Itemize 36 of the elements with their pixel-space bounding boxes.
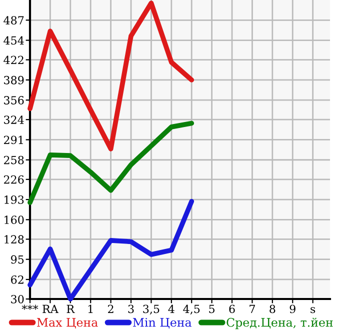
x-tick-label: 5 bbox=[209, 304, 214, 314]
x-tick-label: R bbox=[66, 304, 75, 313]
y-tick-label: 258 bbox=[4, 156, 24, 164]
y-tick-label: 454 bbox=[4, 36, 24, 45]
legend-label: Max Цена bbox=[37, 318, 98, 328]
x-tick-label: 3,5 bbox=[143, 304, 160, 315]
x-tick-label: 3 bbox=[128, 304, 134, 314]
line-series bbox=[28, 120, 194, 206]
x-tick-label: 4,5 bbox=[183, 304, 200, 315]
x-tick-label: *** bbox=[22, 304, 38, 310]
x-tick-label: 2 bbox=[108, 304, 114, 313]
y-tick-label: 291 bbox=[4, 136, 23, 144]
y-tick-label: 487 bbox=[4, 16, 24, 25]
line-series bbox=[28, 198, 194, 302]
x-tick-label: 4 bbox=[168, 304, 174, 313]
x-tick-label: RA bbox=[42, 304, 59, 313]
y-tick-label: 324 bbox=[4, 116, 24, 124]
legend-label: Min Цена bbox=[132, 318, 192, 328]
y-tick-label: 389 bbox=[4, 76, 24, 84]
y-tick-label: 160 bbox=[4, 216, 24, 224]
y-tick-label: 422 bbox=[4, 56, 24, 64]
x-tick-label: 7 bbox=[250, 304, 255, 313]
x-tick-label: 6 bbox=[229, 304, 235, 314]
x-tick-label: 8 bbox=[270, 304, 276, 314]
line-series bbox=[28, 0, 194, 152]
y-tick-label: 193 bbox=[4, 196, 24, 204]
y-tick-label: 62 bbox=[11, 275, 24, 284]
y-tick-label: 128 bbox=[4, 235, 24, 244]
x-tick-label: 9 bbox=[290, 304, 296, 314]
x-tick-label: s bbox=[310, 307, 316, 314]
legend-label: Сред.Цена, т.йен bbox=[226, 318, 333, 330]
y-tick-label: 95 bbox=[11, 255, 24, 264]
y-tick-label: 356 bbox=[4, 96, 24, 104]
x-tick-label: 1 bbox=[88, 304, 93, 313]
y-tick-label: 30 bbox=[11, 294, 24, 304]
y-tick-label: 226 bbox=[4, 175, 24, 184]
